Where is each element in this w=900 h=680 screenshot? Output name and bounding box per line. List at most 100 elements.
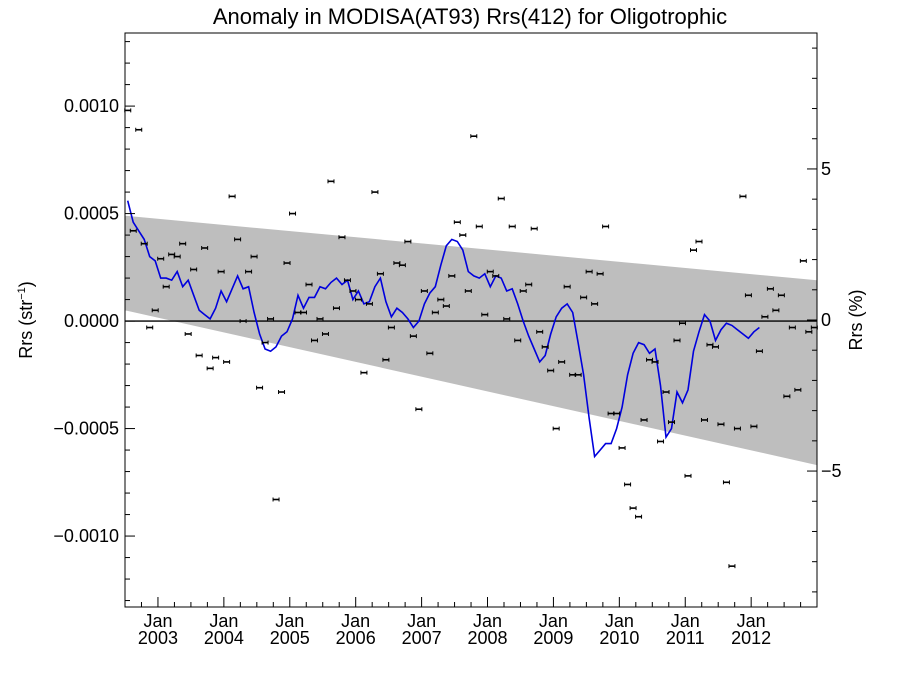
x-tick-year-label: 2011 <box>666 628 705 648</box>
data-point <box>783 394 791 399</box>
data-point <box>431 310 439 315</box>
data-point <box>580 295 588 300</box>
data-point <box>437 297 445 302</box>
data-point <box>321 331 329 336</box>
data-point <box>387 325 395 330</box>
data-point <box>646 357 654 362</box>
data-point <box>772 308 780 313</box>
data-point <box>354 297 362 302</box>
data-point <box>168 252 176 257</box>
x-tick-year-label: 2012 <box>731 628 771 648</box>
x-tick-month-label: Jan <box>209 611 238 631</box>
data-point <box>239 319 247 324</box>
data-point <box>541 344 549 349</box>
data-point <box>552 426 560 431</box>
data-point <box>426 351 434 356</box>
data-point <box>475 224 483 229</box>
data-point <box>420 288 428 293</box>
data-point <box>695 239 703 244</box>
x-tick-year-label: 2003 <box>138 628 178 648</box>
data-point <box>481 312 489 317</box>
data-point <box>151 308 159 313</box>
chart-title: Anomaly in MODISA(AT93) Rrs(412) for Oli… <box>213 4 727 29</box>
x-tick-month-label: Jan <box>341 611 370 631</box>
x-tick-year-label: 2009 <box>533 628 573 648</box>
x-tick-month-label: Jan <box>671 611 700 631</box>
data-point <box>228 194 236 199</box>
x-tick-month-label: Jan <box>539 611 568 631</box>
y-axis-label-superscript: −1 <box>16 287 28 300</box>
data-point <box>442 304 450 309</box>
data-point <box>700 417 708 422</box>
data-point <box>629 506 637 511</box>
data-point <box>596 271 604 276</box>
data-point <box>245 269 253 274</box>
data-point <box>640 417 648 422</box>
y-tick-label: 0.0000 <box>64 311 119 331</box>
data-point <box>750 424 758 429</box>
data-point <box>459 233 467 238</box>
x-tick-year-label: 2005 <box>270 628 310 648</box>
x-tick-year-label: 2006 <box>336 628 376 648</box>
y2-tick-label: −5 <box>821 461 842 481</box>
data-point <box>349 288 357 293</box>
data-point <box>492 273 500 278</box>
data-point <box>536 329 544 334</box>
data-point <box>662 390 670 395</box>
data-point <box>761 314 769 319</box>
data-point <box>305 282 313 287</box>
data-point <box>766 286 774 291</box>
y-axis-label-close: ) <box>16 281 36 287</box>
data-point <box>404 239 412 244</box>
data-point <box>585 269 593 274</box>
data-point <box>525 282 533 287</box>
data-point <box>201 245 209 250</box>
data-point <box>679 321 687 326</box>
x-tick-year-label: 2008 <box>467 628 507 648</box>
bottom-axis: Jan2003Jan2004Jan2005Jan2006Jan2007Jan20… <box>138 597 802 648</box>
data-point <box>267 316 275 321</box>
data-point <box>206 366 214 371</box>
data-point <box>464 288 472 293</box>
data-point <box>382 357 390 362</box>
data-point <box>563 284 571 289</box>
data-point <box>179 241 187 246</box>
data-point <box>453 220 461 225</box>
x-tick-month-label: Jan <box>737 611 766 631</box>
data-point <box>739 194 747 199</box>
data-point <box>613 411 621 416</box>
data-point <box>409 334 417 339</box>
y-tick-label: −0.0005 <box>53 419 119 439</box>
data-point <box>316 316 324 321</box>
right-axis: 5 0 −5 <box>807 47 842 593</box>
data-point <box>140 241 148 246</box>
data-point <box>278 390 286 395</box>
data-point <box>805 329 813 334</box>
data-point <box>602 224 610 229</box>
data-point <box>272 497 280 502</box>
data-point <box>519 288 527 293</box>
data-point <box>799 258 807 263</box>
y2-tick-label: 0 <box>821 310 831 330</box>
data-point <box>250 254 258 259</box>
data-point <box>547 368 555 373</box>
data-point <box>398 263 406 268</box>
data-point <box>728 564 736 569</box>
data-point <box>657 439 665 444</box>
confidence-band <box>125 215 817 466</box>
data-point <box>332 306 340 311</box>
data-point <box>689 248 697 253</box>
data-point <box>393 261 401 266</box>
data-point <box>217 269 225 274</box>
data-point <box>415 407 423 412</box>
data-point <box>508 224 516 229</box>
data-point <box>371 190 379 195</box>
data-point <box>146 325 154 330</box>
x-tick-month-label: Jan <box>605 611 634 631</box>
data-point <box>162 284 170 289</box>
data-point <box>212 355 220 360</box>
y-axis-label-main: Rrs (str <box>16 300 36 359</box>
data-point <box>706 342 714 347</box>
data-point <box>376 271 384 276</box>
